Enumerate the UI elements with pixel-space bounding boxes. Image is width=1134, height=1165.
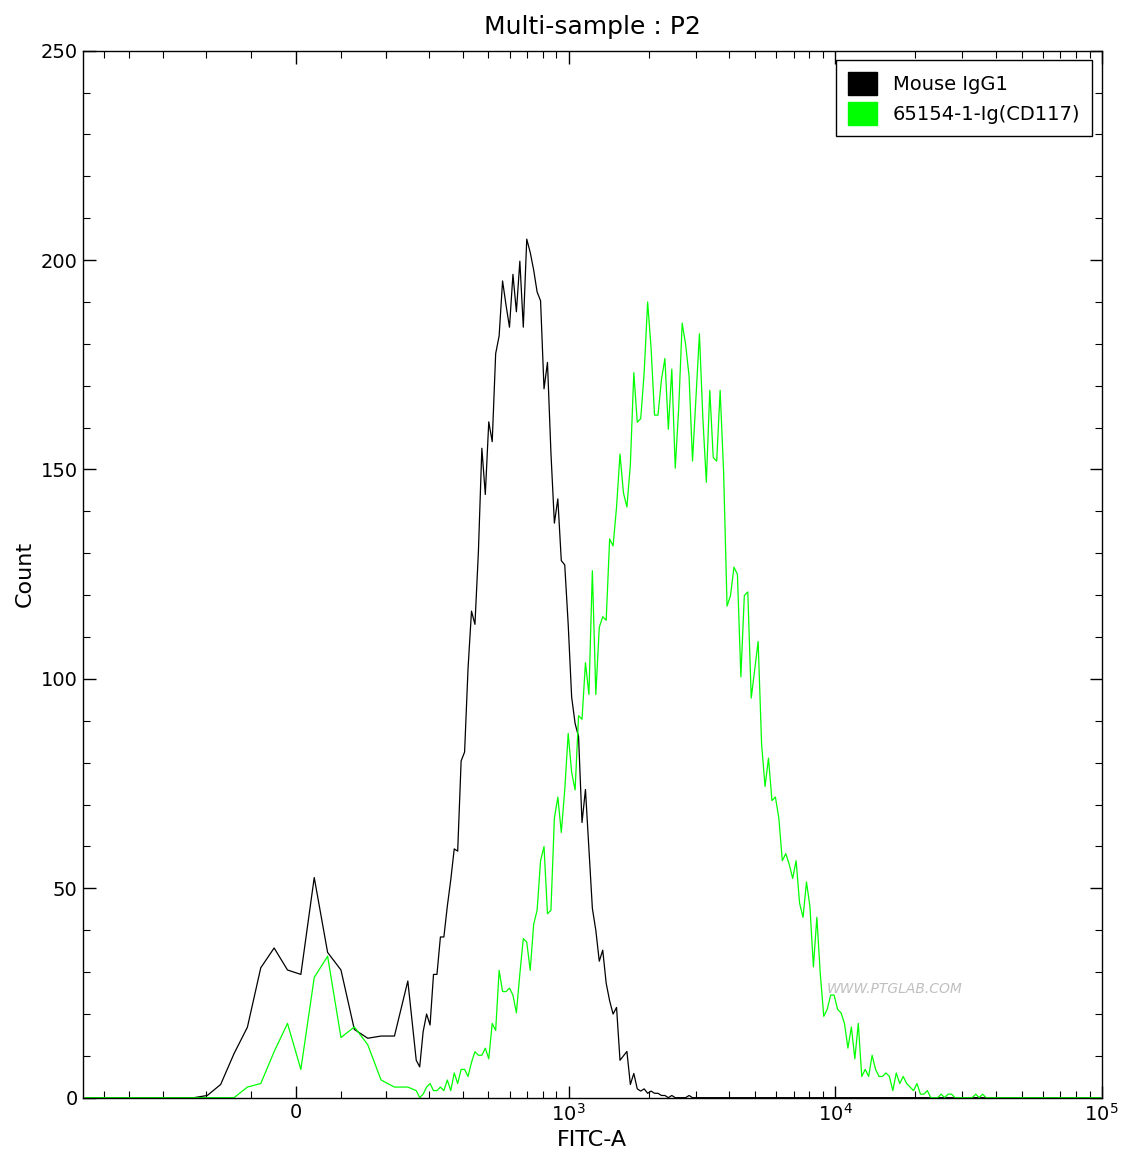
65154-1-Ig(CD117) [931, 1090, 945, 1104]
Line: Mouse IgG1: Mouse IgG1 [85, 239, 1100, 1097]
Mouse IgG1 [931, 1090, 945, 1104]
Mouse IgG1 [506, 267, 519, 281]
X-axis label: FITC-A: FITC-A [557, 1130, 627, 1150]
Title: Multi-sample : P2: Multi-sample : P2 [484, 15, 701, 38]
Text: WWW.PTGLAB.COM: WWW.PTGLAB.COM [827, 982, 963, 996]
65154-1-Ig(CD117) [820, 1002, 833, 1016]
Legend: Mouse IgG1, 65154-1-Ig(CD117): Mouse IgG1, 65154-1-Ig(CD117) [837, 61, 1092, 136]
65154-1-Ig(CD117) [641, 295, 654, 309]
Mouse IgG1 [509, 305, 523, 319]
65154-1-Ig(CD117) [78, 1090, 92, 1104]
Mouse IgG1 [1093, 1090, 1107, 1104]
Line: 65154-1-Ig(CD117): 65154-1-Ig(CD117) [85, 302, 1100, 1097]
65154-1-Ig(CD117) [1093, 1090, 1107, 1104]
65154-1-Ig(CD117) [509, 1005, 523, 1019]
Mouse IgG1 [896, 1090, 909, 1104]
Mouse IgG1 [78, 1090, 92, 1104]
Mouse IgG1 [521, 232, 534, 246]
Mouse IgG1 [983, 1090, 997, 1104]
65154-1-Ig(CD117) [506, 988, 519, 1002]
Mouse IgG1 [820, 1090, 833, 1104]
65154-1-Ig(CD117) [896, 1069, 909, 1083]
Y-axis label: Count: Count [15, 541, 35, 607]
65154-1-Ig(CD117) [983, 1090, 997, 1104]
